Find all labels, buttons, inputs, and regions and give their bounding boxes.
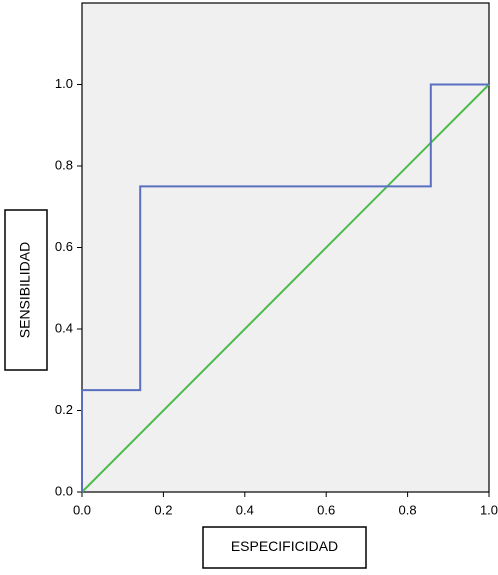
x-tick-label: 0.8 — [399, 502, 417, 517]
x-title-box — [202, 526, 367, 569]
plot-area — [81, 2, 490, 493]
y-tick-label: 0.6 — [55, 239, 73, 254]
y-title-box — [4, 209, 48, 371]
x-tick-label: 0.4 — [236, 502, 254, 517]
y-axis-title: SENSIBILIDAD — [17, 242, 33, 338]
x-tick-label: 0.0 — [73, 502, 91, 517]
roc-line — [81, 83, 489, 492]
y-tick-label: 0.4 — [55, 320, 73, 335]
y-tick-label: 0.2 — [55, 402, 73, 417]
x-axis-title: ESPECIFICIDAD — [231, 538, 338, 554]
x-tick-label: 0.6 — [317, 502, 335, 517]
roc-line — [81, 83, 490, 493]
x-tick-label: 0.2 — [154, 502, 172, 517]
x-tick-label: 1.0 — [480, 502, 498, 517]
y-tick-label: 0.0 — [55, 483, 73, 498]
y-tick-label: 0.8 — [55, 157, 73, 172]
y-tick-label: 1.0 — [55, 76, 73, 91]
